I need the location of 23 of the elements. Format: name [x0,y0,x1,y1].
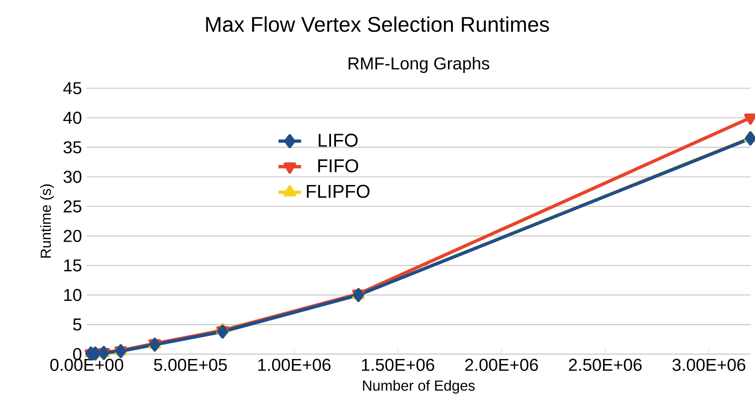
chart-title: Max Flow Vertex Selection Runtimes [206,16,549,32]
y-tick-label: 45 [63,82,82,94]
y-tick-label: 15 [64,260,82,272]
y-tick-label: 20 [64,230,82,242]
x-axis-title: Number of Edges [363,380,475,394]
x-tick-label: 2.00E+06 [465,358,538,372]
legend-label: FLIPFO [306,184,370,198]
x-tick-label: 0.00E+00 [50,358,124,372]
x-tick-label: 2.50E+06 [568,358,642,372]
y-axis-title: Runtime (s) [40,184,54,258]
y-tick-label: 30 [64,170,82,184]
y-tick-label: 40 [63,112,82,124]
y-tick-label: 10 [64,289,82,302]
legend-label: LIFO [318,134,358,148]
x-tick-label: 1.00E+06 [258,358,331,372]
y-tick-label: 35 [64,141,82,154]
x-tick-label: 5.00E+05 [154,358,227,372]
y-tick-label: 5 [73,318,82,331]
x-tick-label: 1.50E+06 [362,358,434,372]
legend-label: FIFO [318,159,358,173]
chart-subtitle: RMF-Long Graphs [348,57,490,74]
x-tick-label: 3.00E+06 [672,358,746,372]
y-tick-label: 25 [64,200,82,213]
